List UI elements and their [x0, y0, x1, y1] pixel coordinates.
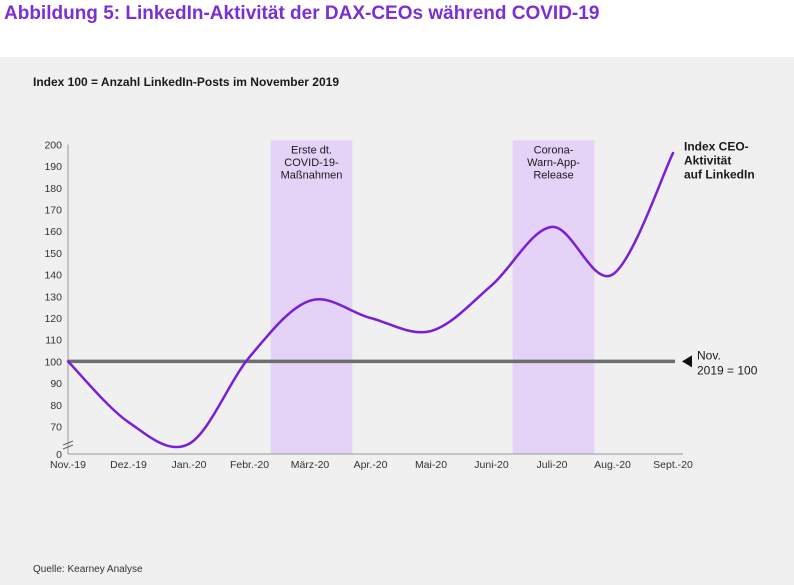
highlight-bands: Erste dt. COVID-19-Maßnahmen Corona-Warn-A… — [270, 140, 595, 454]
reference-arrow — [682, 355, 692, 368]
y-tick-label: 90 — [50, 378, 62, 390]
figure-title: Abbildung 5: LinkedIn-Aktivität der DAX-… — [4, 3, 600, 24]
y-tick-label: 160 — [44, 226, 62, 238]
y-tick-label: 80 — [50, 400, 62, 412]
x-tick-label: Aug.-20 — [594, 459, 631, 471]
x-tick-label: März-20 — [291, 459, 330, 471]
y-tick-label: 70 — [50, 422, 62, 434]
band-label: Erste dt. COVID-19-Maßnahmen — [281, 144, 343, 181]
axis-break-mark — [62, 444, 74, 450]
y-tick-label: 170 — [44, 205, 62, 217]
y-axis: 0 70 80 90 100 110 120 130 140 150 160 170 180 190 200 — [44, 139, 74, 461]
y-tick-label: 200 — [44, 139, 62, 151]
y-tick-label: 140 — [44, 270, 62, 282]
highlight-band — [270, 140, 353, 454]
y-tick-label: 150 — [44, 248, 62, 260]
x-tick-label: Dez.-19 — [110, 459, 147, 471]
x-tick-label: Apr.-20 — [354, 459, 388, 471]
source-note: Quelle: Kearney Analyse — [33, 564, 143, 575]
x-tick-label: Sept.-20 — [653, 459, 693, 471]
x-tick-label: Nov.-19 — [50, 459, 86, 471]
x-axis: Nov.-19 Dez.-19 Jan.-20 Febr.-20 März-20 Apr.… — [50, 453, 693, 471]
line-chart: Erste dt. COVID-19-Maßnahmen Corona-Warn-A… — [33, 75, 758, 575]
y-tick-label: 190 — [44, 161, 62, 173]
x-tick-label: Mai-20 — [415, 459, 447, 471]
y-tick-label: 110 — [45, 335, 62, 347]
y-tick-label: 180 — [44, 183, 62, 195]
reference-line-group: Nov. 2019 = 100 — [68, 348, 758, 377]
axis-break-mark — [62, 440, 74, 446]
series-label: Index CEO-Aktivität auf LinkedIn — [684, 139, 755, 181]
x-tick-label: Juni-20 — [474, 459, 509, 471]
series-group: Index CEO-Aktivität auf LinkedIn — [66, 139, 755, 449]
highlight-band — [512, 140, 595, 454]
y-tick-label: 130 — [44, 291, 62, 303]
x-tick-label: Jan.-20 — [171, 459, 206, 471]
band-label: Corona-Warn-App-Release — [527, 144, 580, 181]
chart-title: Index 100 = Anzahl LinkedIn-Posts im Nov… — [33, 75, 339, 89]
x-tick-label: Juli-20 — [537, 459, 568, 471]
y-tick-label: 120 — [44, 313, 62, 325]
y-tick-label: 100 — [44, 356, 62, 368]
y-tick-label: 0 — [56, 449, 62, 461]
series-line — [66, 151, 675, 449]
reference-label: Nov. 2019 = 100 — [697, 348, 758, 377]
chart-panel: Erste dt. COVID-19-Maßnahmen Corona-Warn-A… — [0, 57, 794, 585]
x-tick-label: Febr.-20 — [230, 459, 269, 471]
